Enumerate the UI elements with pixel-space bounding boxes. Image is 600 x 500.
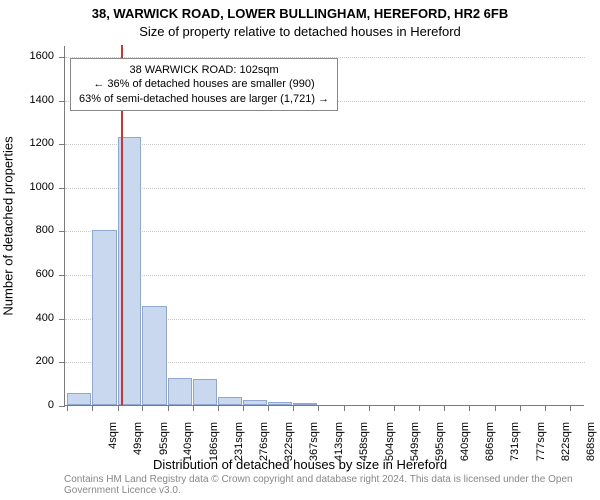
- x-tick-label: 4sqm: [107, 422, 119, 472]
- annotation-line-1: 38 WARWICK ROAD: 102sqm: [79, 63, 329, 77]
- x-tick: [369, 405, 370, 411]
- y-tick-label: 800: [0, 224, 54, 236]
- x-tick: [570, 405, 571, 411]
- y-tick: [59, 188, 65, 189]
- x-tick-label: 595sqm: [434, 422, 446, 472]
- y-tick-label: 600: [0, 268, 54, 280]
- x-tick-label: 458sqm: [358, 422, 370, 472]
- x-tick: [545, 405, 546, 411]
- annotation-line-2: ← 36% of detached houses are smaller (99…: [79, 77, 329, 91]
- histogram-bar: [193, 379, 217, 405]
- histogram-bar: [293, 403, 317, 405]
- x-tick: [142, 405, 143, 411]
- x-tick: [67, 405, 68, 411]
- y-tick: [59, 101, 65, 102]
- x-tick: [394, 405, 395, 411]
- x-tick-label: 231sqm: [233, 422, 245, 472]
- x-tick: [344, 405, 345, 411]
- copyright-text: Contains HM Land Registry data © Crown c…: [64, 474, 600, 496]
- y-tick-label: 1000: [0, 181, 54, 193]
- y-tick-label: 400: [0, 312, 54, 324]
- y-tick: [59, 231, 65, 232]
- x-tick: [318, 405, 319, 411]
- y-tick: [59, 362, 65, 363]
- x-tick: [92, 405, 93, 411]
- x-tick-label: 140sqm: [182, 422, 194, 472]
- x-tick: [218, 405, 219, 411]
- gridline-h: [65, 188, 585, 189]
- x-tick: [168, 405, 169, 411]
- x-tick-label: 186sqm: [208, 422, 220, 472]
- histogram-bar: [243, 400, 267, 405]
- x-tick-label: 549sqm: [409, 422, 421, 472]
- x-tick-label: 95sqm: [158, 422, 170, 472]
- histogram-bar: [67, 393, 91, 405]
- x-tick: [520, 405, 521, 411]
- y-tick: [59, 144, 65, 145]
- x-tick-label: 731sqm: [509, 422, 521, 472]
- x-tick-label: 276sqm: [258, 422, 270, 472]
- x-tick-label: 367sqm: [308, 422, 320, 472]
- annotation-box: 38 WARWICK ROAD: 102sqm ← 36% of detache…: [70, 58, 338, 111]
- x-tick-label: 504sqm: [384, 422, 396, 472]
- x-tick-label: 822sqm: [560, 422, 572, 472]
- x-tick-label: 686sqm: [484, 422, 496, 472]
- y-tick-label: 1600: [0, 50, 54, 62]
- y-tick-label: 200: [0, 355, 54, 367]
- annotation-line-3: 63% of semi-detached houses are larger (…: [79, 92, 329, 106]
- chart-title-sub: Size of property relative to detached ho…: [0, 24, 600, 39]
- y-tick: [59, 275, 65, 276]
- histogram-bar: [268, 402, 292, 405]
- x-tick: [495, 405, 496, 411]
- y-tick-label: 1200: [0, 137, 54, 149]
- y-tick-label: 0: [0, 399, 54, 411]
- gridline-h: [65, 231, 585, 232]
- y-tick: [59, 319, 65, 320]
- x-tick: [193, 405, 194, 411]
- gridline-h: [65, 275, 585, 276]
- x-tick-label: 640sqm: [459, 422, 471, 472]
- x-tick-label: 413sqm: [333, 422, 345, 472]
- histogram-bar: [168, 378, 192, 405]
- x-tick: [268, 405, 269, 411]
- x-tick-label: 777sqm: [535, 422, 547, 472]
- x-tick-label: 322sqm: [283, 422, 295, 472]
- gridline-h: [65, 144, 585, 145]
- x-tick: [293, 405, 294, 411]
- x-tick-label: 868sqm: [585, 422, 597, 472]
- histogram-bar: [142, 306, 166, 405]
- x-tick: [469, 405, 470, 411]
- y-tick-label: 1400: [0, 94, 54, 106]
- chart-title-main: 38, WARWICK ROAD, LOWER BULLINGHAM, HERE…: [0, 6, 600, 21]
- y-tick: [59, 406, 65, 407]
- x-tick-label: 49sqm: [132, 422, 144, 472]
- histogram-bar: [92, 230, 116, 405]
- x-tick: [243, 405, 244, 411]
- x-tick: [419, 405, 420, 411]
- x-tick: [118, 405, 119, 411]
- histogram-bar: [218, 397, 242, 405]
- x-tick: [444, 405, 445, 411]
- y-tick: [59, 57, 65, 58]
